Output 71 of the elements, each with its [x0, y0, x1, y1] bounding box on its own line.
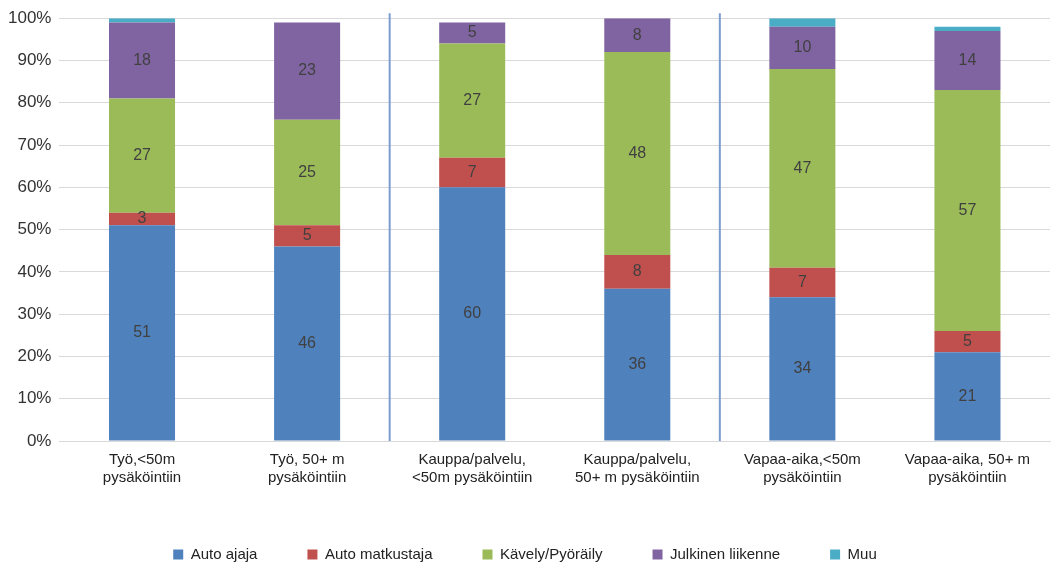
data-label: 36: [628, 355, 647, 373]
bar: [769, 26, 836, 69]
data-label: 5: [963, 332, 972, 350]
bar: [109, 98, 176, 213]
bar: [934, 30, 1001, 91]
legend-label: Auto ajaja: [190, 544, 259, 562]
legend-label: Auto matkustaja: [324, 544, 434, 562]
data-label: 25: [298, 162, 317, 180]
data-label: 7: [467, 162, 477, 180]
bar: [604, 288, 671, 441]
bar: [274, 225, 341, 247]
x-tick-label: Kauppa/palvelu, <50m pysäköintiin: [411, 450, 533, 486]
bar: [604, 52, 671, 255]
bar: [604, 18, 671, 53]
data-label: 27: [133, 146, 152, 164]
bar: [769, 18, 836, 27]
bar: [439, 22, 506, 44]
data-label: 10: [793, 38, 812, 56]
data-label: 34: [793, 359, 812, 377]
y-tick-label: 50%: [17, 219, 52, 239]
bar: [439, 43, 506, 158]
bar: [274, 22, 341, 120]
data-label: 18: [133, 50, 152, 68]
data-label: 5: [467, 23, 477, 41]
x-tick-label: Vapaa-aika, 50+ m pysäköintiin: [904, 450, 1031, 486]
y-tick-label: 60%: [17, 177, 52, 197]
data-label: 5: [302, 226, 312, 244]
bar: [934, 331, 1001, 353]
legend-label: Julkinen liikenne: [670, 544, 781, 562]
x-tick-label: Kauppa/palvelu, 50+ m pysäköintiin: [574, 450, 700, 486]
y-tick-label: 100%: [8, 7, 52, 27]
data-label: 8: [632, 25, 642, 43]
data-label: 21: [958, 386, 977, 404]
data-label: 14: [958, 50, 977, 68]
bar: [439, 157, 506, 188]
x-tick-label: Työ, 50+ m pysäköintiin: [267, 450, 347, 486]
y-tick-label: 70%: [17, 134, 52, 154]
data-label: 3: [137, 209, 147, 227]
data-label: 47: [793, 158, 812, 176]
data-label: 7: [797, 272, 807, 290]
y-tick-label: 30%: [17, 303, 52, 323]
data-label: 8: [632, 262, 642, 280]
data-label: 27: [463, 91, 482, 109]
bar: [604, 254, 671, 289]
data-label: 60: [463, 304, 482, 322]
bar: [439, 187, 506, 441]
bar: [274, 246, 341, 441]
x-tick-label: Työ,<50m pysäköintiin: [102, 450, 182, 486]
bar: [109, 225, 176, 441]
data-label: 51: [133, 323, 152, 341]
y-tick-label: 20%: [17, 346, 52, 366]
y-tick-label: 0%: [26, 430, 52, 450]
data-label: 46: [298, 333, 317, 351]
bar: [769, 297, 836, 441]
bar: [274, 119, 341, 226]
data-label: 23: [298, 61, 317, 79]
data-label: 57: [958, 200, 977, 218]
y-tick-label: 40%: [17, 261, 52, 281]
bar: [934, 26, 1001, 31]
x-tick-label: Vapaa-aika,<50m pysäköintiin: [743, 450, 861, 486]
bar: [934, 90, 1001, 332]
bar: [769, 68, 836, 268]
bar: [934, 352, 1001, 441]
y-tick-label: 80%: [17, 92, 52, 112]
y-tick-label: 10%: [17, 388, 52, 408]
bar: [109, 22, 176, 99]
data-label: 48: [628, 143, 647, 161]
bar: [769, 267, 836, 298]
legend-label: Muu: [847, 544, 877, 562]
legend-label: Kävely/Pyöräily: [499, 544, 604, 562]
y-tick-label: 90%: [17, 50, 52, 70]
